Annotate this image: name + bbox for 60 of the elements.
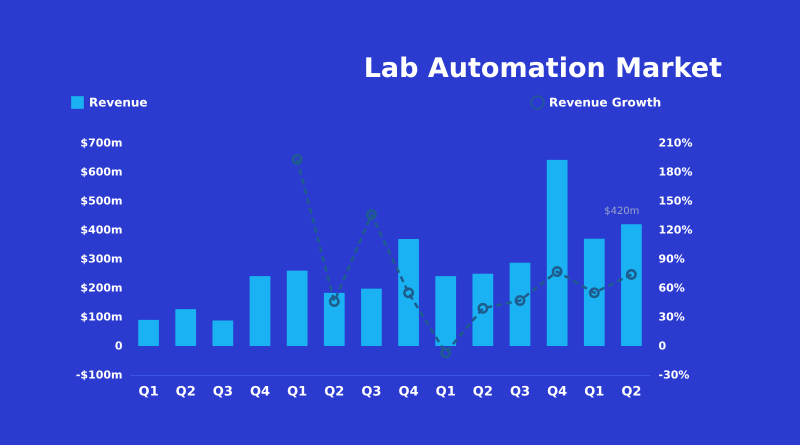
y2-tick-label: 30% [658,310,685,324]
point [477,302,488,314]
bar [361,288,382,346]
bar [138,320,159,346]
bar [510,262,530,346]
x-tick-label: Q1 [436,384,456,400]
y-tick-label: $600m [80,166,122,178]
point [292,154,303,165]
y-tick-label: $300m [80,252,122,266]
x-tick-label: Q1 [287,384,308,400]
point [588,287,600,298]
legend-label: Revenue [89,96,148,110]
point [552,266,563,277]
x-tick-label: Q3 [510,384,530,400]
bar [546,160,568,346]
data-label: $420m [604,206,640,218]
y-tick-label: $700m [80,136,122,150]
point [514,295,526,306]
y2-tick-label: 120% [658,224,692,236]
point [366,209,377,220]
point [440,347,452,358]
y-tick-label: $100m [80,310,122,324]
x-tick-label: Q3 [212,384,233,400]
y2-tick-label: -30% [658,368,690,382]
point [626,269,637,280]
x-tick-label: Q4 [547,384,568,400]
y2-tick-label: 150% [658,194,692,208]
y2-tick-label: 0 [658,340,666,352]
x-tick-label: Q2 [472,384,493,400]
x-tick-label: Q1 [584,384,604,400]
x-tick-label: Q3 [361,384,382,400]
chart-title: Lab Automation Market [364,53,722,84]
x-tick-label: Q2 [324,384,344,400]
bar [621,224,642,346]
point [403,287,414,298]
x-tick-label: Q1 [138,384,159,400]
bar [324,292,345,346]
point [328,296,340,307]
y-tick-label: $500m [80,194,122,208]
bar [286,270,308,346]
bar [584,238,605,346]
y2-tick-label: 60% [658,282,685,294]
y2-tick-label: 180% [658,166,692,178]
bar [435,276,456,346]
y-tick-label: $400m [80,224,122,236]
bar [250,276,270,346]
y-tick-label: $200m [80,282,122,294]
x-tick-label: Q2 [176,384,196,400]
legend-label: Revenue Growth [549,96,662,110]
bar [472,274,494,346]
bar [398,238,419,346]
bar [175,309,196,346]
y2-tick-label: 210% [658,136,692,150]
x-tick-label: Q2 [621,384,642,400]
bar [212,320,234,346]
y-tick-label: 0 [114,340,123,352]
y-tick-label: -$100m [76,368,122,382]
x-tick-label: Q4 [398,384,419,400]
y2-tick-label: 90% [658,252,685,266]
x-tick-label: Q4 [250,384,270,400]
